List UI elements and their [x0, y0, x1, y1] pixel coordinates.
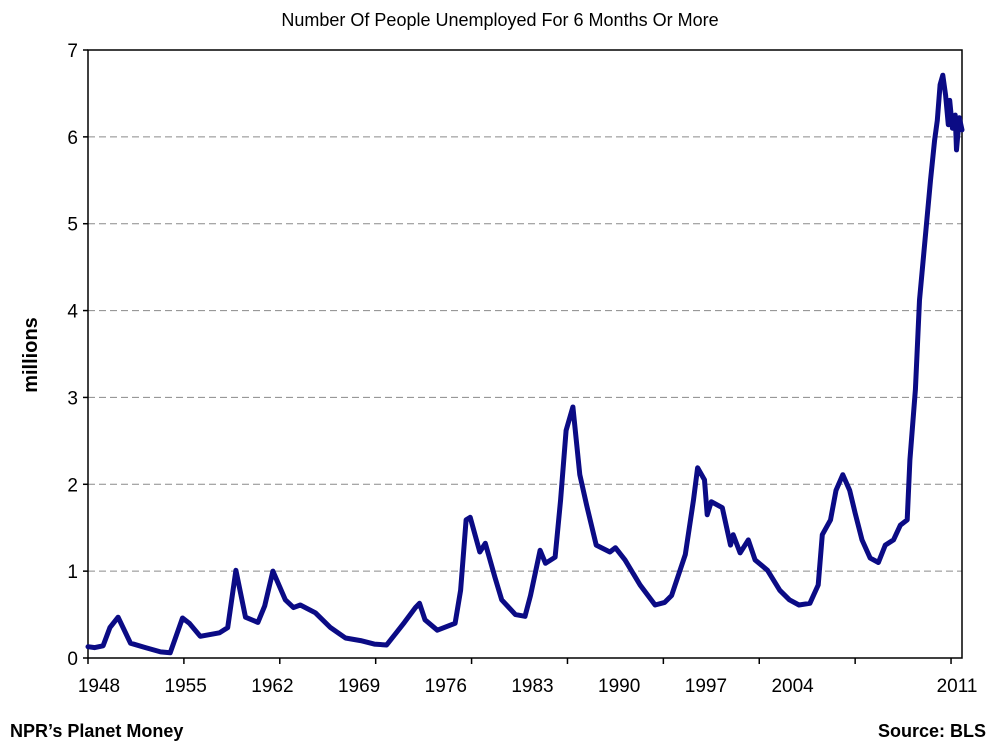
x-tick-label: 1976: [425, 676, 467, 697]
x-tick-label: 2011: [937, 676, 978, 697]
x-tick-label: 1948: [78, 676, 120, 697]
y-tick-label: 7: [67, 41, 78, 62]
y-tick-label: 6: [67, 128, 78, 149]
y-tick-label: 3: [67, 388, 78, 409]
series-line: [85, 72, 965, 656]
chart-title: Number Of People Unemployed For 6 Months…: [281, 10, 719, 30]
y-tick-label: 0: [67, 649, 78, 670]
y-tick-label: 5: [67, 215, 78, 236]
y-tick-label: 4: [67, 302, 78, 323]
credit-label: NPR’s Planet Money: [10, 721, 184, 741]
x-tick-label: 1955: [165, 676, 207, 697]
y-tick-label: 1: [67, 562, 78, 583]
y-axis-label: millions: [20, 317, 42, 393]
x-tick-label: 1990: [598, 676, 640, 697]
x-tick-label: 1962: [251, 676, 293, 697]
plot-border: [87, 49, 963, 659]
x-tick-label: 1983: [511, 676, 553, 697]
x-tick-label: 2004: [771, 676, 814, 697]
x-tick-label: 1969: [338, 676, 380, 697]
y-tick-label: 2: [67, 475, 78, 496]
source-label: Source: BLS: [877, 721, 986, 741]
x-tick-label: 1997: [685, 676, 727, 697]
